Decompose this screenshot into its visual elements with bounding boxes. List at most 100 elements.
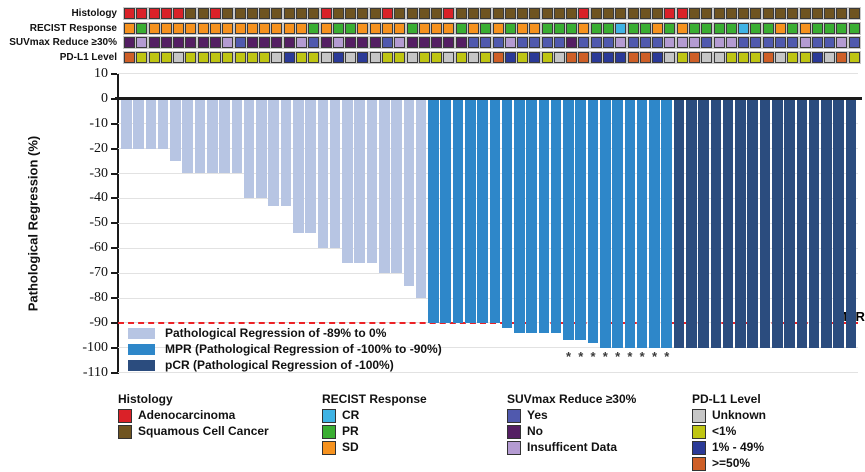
grid-line — [118, 197, 858, 199]
annotation-square — [652, 8, 664, 19]
annotation-square — [553, 8, 565, 19]
annotation-square — [590, 8, 602, 19]
grid-line — [118, 272, 858, 274]
bar — [268, 100, 279, 206]
bar-asterisk: * — [627, 349, 633, 364]
y-axis-line — [117, 74, 119, 374]
legend-item: PR — [322, 424, 427, 440]
annotation-square — [848, 51, 860, 63]
annotation-square — [443, 8, 455, 19]
annotation-square — [639, 8, 651, 19]
y-tick — [111, 197, 117, 200]
annotation-square — [603, 22, 615, 34]
annotation-square — [209, 22, 221, 34]
bar — [673, 100, 685, 348]
annotation-square — [713, 8, 725, 19]
legend-swatch — [322, 441, 336, 455]
bar — [526, 100, 537, 333]
annotation-square — [320, 37, 332, 48]
annotation-square — [615, 51, 627, 63]
track-row-pdl1: PD-L1 Level — [0, 51, 865, 64]
annotation-square — [836, 22, 848, 34]
legend-group-histology: Histology Adenocarcinoma Squamous Cell Ca… — [118, 391, 269, 440]
annotation-square — [406, 51, 418, 63]
annotation-square — [357, 8, 369, 19]
legend-group-suvmax: SUVmax Reduce ≥30% Yes No Insufficent Data — [507, 391, 636, 456]
annotation-square — [185, 8, 197, 19]
annotation-square — [824, 8, 836, 19]
annotation-square — [639, 22, 651, 34]
annotation-square — [381, 37, 393, 48]
bar-asterisk: * — [639, 349, 645, 364]
grid-line — [118, 222, 858, 224]
annotation-square — [295, 51, 307, 63]
annotation-square — [811, 8, 823, 19]
annotation-square — [738, 37, 750, 48]
y-tick-label: -10 — [89, 115, 108, 131]
annotation-square — [209, 37, 221, 48]
annotation-square — [615, 22, 627, 34]
legend-item: Insufficent Data — [507, 440, 636, 456]
annotation-square — [345, 8, 357, 19]
annotation-square — [381, 8, 393, 19]
annotation-square — [295, 37, 307, 48]
bar — [464, 100, 476, 323]
annotation-square — [652, 22, 664, 34]
annotation-square — [787, 8, 799, 19]
annotation-square — [480, 37, 492, 48]
annotation-square — [283, 8, 295, 19]
annotation-square — [553, 51, 565, 63]
track-label: RECIST Response — [29, 22, 117, 34]
y-tick — [111, 371, 117, 374]
annotation-square — [517, 37, 529, 48]
annotation-square — [431, 8, 443, 19]
legend-label: Unknown — [712, 408, 766, 422]
annotation-square — [209, 8, 221, 19]
annotation-square — [467, 8, 479, 19]
annotation-square — [136, 22, 148, 34]
annotation-square — [197, 22, 209, 34]
annotation-square — [197, 8, 209, 19]
annotation-square — [517, 51, 529, 63]
annotation-square — [136, 37, 148, 48]
annotation-square — [185, 37, 197, 48]
bar-asterisk: * — [578, 349, 584, 364]
annotation-square — [541, 22, 553, 34]
bar — [256, 100, 267, 199]
y-tick-label: -50 — [89, 215, 108, 231]
annotation-square — [750, 8, 762, 19]
legend-label: PR — [342, 424, 359, 438]
annotation-square — [566, 37, 578, 48]
bar — [317, 100, 329, 249]
annotation-square — [725, 22, 737, 34]
y-tick-label: -30 — [89, 165, 108, 181]
annotation-square — [811, 51, 823, 63]
bar — [612, 100, 623, 348]
annotation-square — [541, 37, 553, 48]
legend-swatch — [322, 409, 336, 423]
annotation-square — [676, 8, 688, 19]
bar — [280, 100, 292, 206]
annotation-square — [676, 37, 688, 48]
bar — [231, 100, 243, 174]
bar — [747, 100, 759, 348]
annotation-square — [787, 22, 799, 34]
y-tick — [111, 147, 117, 150]
legend-item: No — [507, 424, 636, 440]
y-tick-label: -70 — [89, 265, 108, 281]
annotation-square — [124, 51, 135, 63]
track-row-histology: Histology — [0, 8, 865, 20]
annotation-square — [762, 37, 774, 48]
grid-line — [118, 347, 858, 349]
annotation-square — [308, 8, 320, 19]
annotation-square — [369, 22, 381, 34]
annotation-square — [222, 37, 234, 48]
bar-asterisk: * — [590, 349, 596, 364]
annotation-square — [799, 8, 811, 19]
annotation-square — [124, 8, 135, 19]
annotation-square — [824, 51, 836, 63]
annotation-square — [590, 51, 602, 63]
legend-swatch — [692, 441, 706, 455]
annotation-square — [689, 51, 701, 63]
annotation-square — [492, 51, 504, 63]
